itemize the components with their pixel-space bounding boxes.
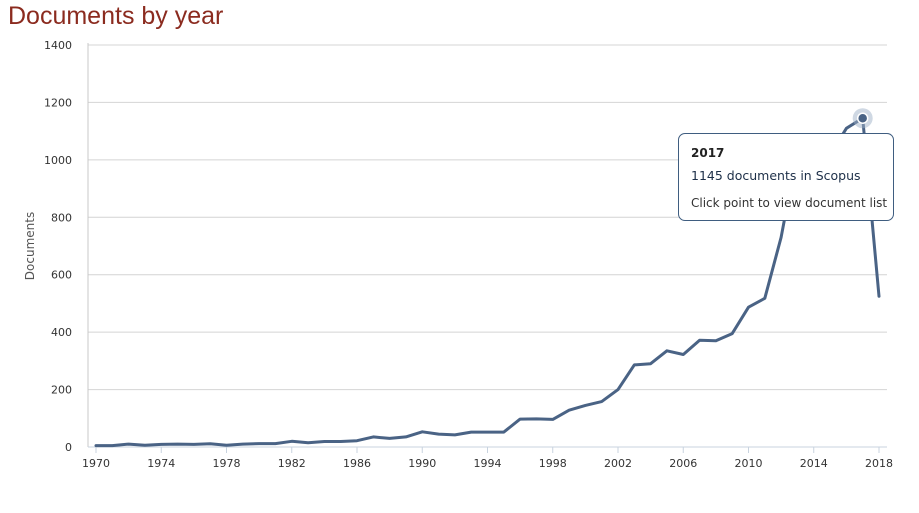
x-tick-label: 1982 xyxy=(278,457,306,470)
axes xyxy=(87,43,887,448)
data-point[interactable] xyxy=(337,438,345,446)
data-point[interactable] xyxy=(500,428,508,436)
tooltip-count: 1145 documents in Scopus xyxy=(691,168,861,183)
data-point[interactable] xyxy=(239,440,247,448)
data-point[interactable] xyxy=(777,233,785,241)
data-point[interactable] xyxy=(174,440,182,448)
data-point[interactable] xyxy=(484,428,492,436)
y-tick-label: 1200 xyxy=(44,96,72,109)
data-point[interactable] xyxy=(223,441,231,449)
y-tick-label: 400 xyxy=(51,326,72,339)
data-point[interactable] xyxy=(679,351,687,359)
data-point[interactable] xyxy=(712,337,720,345)
data-point[interactable] xyxy=(320,438,328,446)
data-point[interactable] xyxy=(288,437,296,445)
series-line[interactable] xyxy=(94,116,881,448)
y-tick-label: 1000 xyxy=(44,154,72,167)
data-point[interactable] xyxy=(516,415,524,423)
data-point[interactable] xyxy=(745,303,753,311)
x-tick-label: 2006 xyxy=(669,457,697,470)
x-tick-label: 1978 xyxy=(213,457,241,470)
data-point[interactable] xyxy=(157,440,165,448)
x-tick-label: 1970 xyxy=(82,457,110,470)
gridlines xyxy=(88,44,887,391)
data-point[interactable] xyxy=(467,428,475,436)
data-point[interactable] xyxy=(630,361,638,369)
data-point[interactable] xyxy=(418,428,426,436)
highlight-point[interactable] xyxy=(856,112,869,124)
data-point[interactable] xyxy=(532,415,540,423)
data-point[interactable] xyxy=(549,415,557,423)
y-tick-label: 1400 xyxy=(44,39,72,52)
data-point[interactable] xyxy=(271,440,279,448)
data-point[interactable] xyxy=(304,439,312,447)
y-tick-labels: 0 200 400 600 800 1000 1200 1400 xyxy=(44,39,72,454)
data-point[interactable] xyxy=(647,360,655,368)
y-tick-label: 0 xyxy=(65,441,72,454)
x-tick-labels: 1970 1974 1978 1982 1986 1990 1994 1998 2002 2006… xyxy=(82,447,893,470)
data-point[interactable] xyxy=(728,330,736,338)
data-point[interactable] xyxy=(581,401,589,409)
x-tick-label: 1994 xyxy=(474,457,502,470)
data-point[interactable] xyxy=(435,430,443,438)
data-point[interactable] xyxy=(190,440,198,448)
data-point[interactable] xyxy=(255,440,263,448)
data-point[interactable] xyxy=(92,442,100,450)
x-tick-label: 1986 xyxy=(343,457,371,470)
data-point[interactable] xyxy=(451,431,459,439)
tooltip-year: 2017 xyxy=(691,146,725,160)
series-documents xyxy=(92,108,883,450)
x-tick-label: 1974 xyxy=(147,457,175,470)
data-point[interactable] xyxy=(369,433,377,441)
x-tick-label: 2002 xyxy=(604,457,632,470)
x-tick-label: 2010 xyxy=(735,457,763,470)
data-point[interactable] xyxy=(598,398,606,406)
data-point[interactable] xyxy=(565,406,573,414)
y-axis-title: Documents xyxy=(23,212,37,280)
x-tick-label: 2014 xyxy=(800,457,828,470)
data-point[interactable] xyxy=(875,292,883,300)
data-point[interactable] xyxy=(108,442,116,450)
data-point[interactable] xyxy=(663,347,671,355)
data-point[interactable] xyxy=(206,440,214,448)
tooltip: 2017 1145 documents in Scopus Click poin… xyxy=(678,133,894,221)
data-point[interactable] xyxy=(386,434,394,442)
x-tick-label: 2018 xyxy=(865,457,893,470)
page-title: Documents by year xyxy=(8,2,224,30)
y-tick-label: 800 xyxy=(51,211,72,224)
y-tick-label: 200 xyxy=(51,384,72,397)
tooltip-hint: Click point to view document list xyxy=(691,196,888,210)
data-point[interactable] xyxy=(125,440,133,448)
data-point[interactable] xyxy=(141,441,149,449)
y-tick-label: 600 xyxy=(51,269,72,282)
data-point[interactable] xyxy=(842,124,850,132)
x-tick-label: 1998 xyxy=(539,457,567,470)
data-point[interactable] xyxy=(696,336,704,344)
data-point[interactable] xyxy=(761,294,769,302)
data-point[interactable] xyxy=(614,386,622,394)
x-tick-label: 1990 xyxy=(408,457,436,470)
data-point[interactable] xyxy=(353,437,361,445)
data-point[interactable] xyxy=(402,433,410,441)
